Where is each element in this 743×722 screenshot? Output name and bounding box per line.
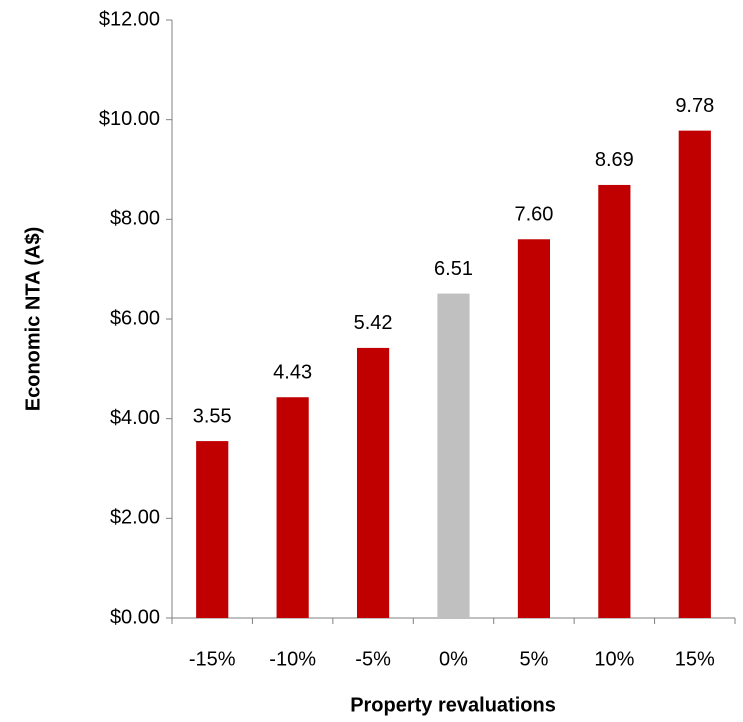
data-label: 6.51 <box>434 258 473 280</box>
y-axis-title: Economic NTA (A$) <box>22 227 44 411</box>
data-label: 7.60 <box>514 204 553 226</box>
x-tick-label: 5% <box>519 648 548 670</box>
y-tick-label: $10.00 <box>99 108 160 130</box>
data-label: 9.78 <box>675 95 714 117</box>
y-tick-label: $8.00 <box>110 208 160 230</box>
x-tick-label: -10% <box>269 648 316 670</box>
y-tick-label: $2.00 <box>110 507 160 529</box>
bar <box>276 397 309 618</box>
bar <box>598 184 631 618</box>
x-tick-label: 15% <box>675 648 715 670</box>
x-tick-label: 10% <box>594 648 634 670</box>
y-tick-label: $0.00 <box>110 606 160 628</box>
bar <box>196 441 229 618</box>
bar <box>517 239 551 618</box>
bar <box>678 130 711 618</box>
y-tick-label: $6.00 <box>110 307 160 329</box>
data-label: 4.43 <box>273 362 312 384</box>
data-label: 3.55 <box>193 405 232 427</box>
bar <box>356 347 390 618</box>
x-tick-label: -5% <box>355 648 391 670</box>
x-axis-title: Property revaluations <box>350 694 556 716</box>
data-label: 8.69 <box>595 149 634 171</box>
y-tick-label: $4.00 <box>110 407 160 429</box>
data-label: 5.42 <box>354 312 393 334</box>
y-tick-label: $12.00 <box>99 8 160 30</box>
x-tick-label: 0% <box>439 648 468 670</box>
bar <box>437 293 470 618</box>
x-tick-label: -15% <box>189 648 236 670</box>
